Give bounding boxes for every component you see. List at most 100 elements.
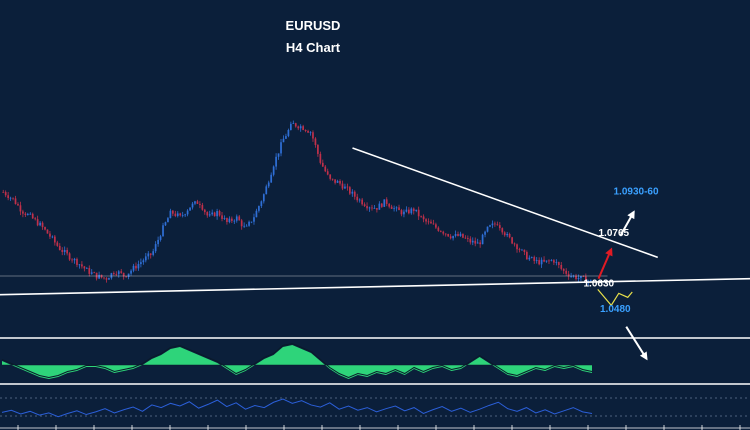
candle-body xyxy=(464,237,467,239)
candle-body xyxy=(577,277,580,280)
bullish-breakout xyxy=(597,247,613,280)
bearish-zigzag xyxy=(597,288,633,307)
candle-body xyxy=(506,233,509,236)
candle-body xyxy=(427,221,430,223)
candle-body xyxy=(90,272,93,274)
candle-body xyxy=(415,209,418,212)
candle-body xyxy=(63,249,66,252)
candle-body xyxy=(140,262,142,265)
candle-body xyxy=(191,203,194,208)
candle-body xyxy=(189,207,191,211)
candle-body xyxy=(420,216,423,218)
candle-body xyxy=(122,272,125,277)
candle-body xyxy=(144,256,147,261)
candle-body xyxy=(395,207,398,209)
candle-body xyxy=(260,201,263,207)
candle-body xyxy=(218,211,221,216)
candle-body xyxy=(4,192,7,196)
candle-body xyxy=(371,207,373,209)
candle-body xyxy=(331,178,334,180)
candle-body xyxy=(383,199,386,207)
candle-body xyxy=(297,126,300,129)
candle-body xyxy=(501,228,504,233)
candle-body xyxy=(435,224,437,228)
candle-body xyxy=(34,218,37,220)
candle-body xyxy=(199,203,201,205)
candle-body xyxy=(228,218,231,223)
candle-body xyxy=(373,208,376,209)
candle-body xyxy=(407,209,410,214)
candle-body xyxy=(321,162,324,167)
level-label-target-high: 1.0930-60 xyxy=(614,187,659,198)
target-high-arrow xyxy=(619,210,635,237)
candle-body xyxy=(39,222,41,226)
candle-body xyxy=(9,197,12,199)
levels-layer: 1.0930-60 1.0765 1.0630 1.0480 xyxy=(584,187,659,315)
chart-subtitle: H4 Chart xyxy=(286,40,341,55)
candle-body xyxy=(272,166,275,175)
candle-body xyxy=(73,258,76,261)
candle-body xyxy=(474,240,477,244)
candle-body xyxy=(194,201,196,204)
candle-body xyxy=(93,272,96,274)
candle-body xyxy=(71,259,73,261)
candle-body xyxy=(476,242,479,244)
candle-body xyxy=(380,203,383,207)
candle-body xyxy=(385,199,388,204)
candle-body xyxy=(181,215,184,217)
candle-body xyxy=(41,222,44,228)
candle-body xyxy=(314,138,317,145)
candle-body xyxy=(253,217,255,222)
candle-body xyxy=(230,218,233,221)
candle-body xyxy=(154,244,157,252)
candle-body xyxy=(336,180,339,183)
candle-body xyxy=(304,129,307,132)
candle-body xyxy=(351,191,354,194)
candle-body xyxy=(265,186,268,195)
candle-body xyxy=(494,223,496,225)
candle-body xyxy=(376,208,378,210)
candle-body xyxy=(46,229,49,234)
candle-body xyxy=(282,138,285,143)
candle-body xyxy=(245,225,248,227)
candle-body xyxy=(334,179,336,183)
candle-body xyxy=(344,186,346,189)
candle-body xyxy=(58,245,61,251)
candle-body xyxy=(19,205,22,212)
candle-body xyxy=(223,218,226,219)
candle-body xyxy=(108,278,110,280)
candle-body xyxy=(117,271,120,275)
candle-body xyxy=(186,210,189,215)
candle-body xyxy=(508,233,511,238)
candle-body xyxy=(115,274,118,275)
candle-body xyxy=(388,203,391,207)
candle-body xyxy=(2,192,5,193)
candle-body xyxy=(584,276,587,283)
candle-body xyxy=(575,275,577,280)
candle-body xyxy=(226,218,228,223)
candle-body xyxy=(358,199,361,201)
candle-body xyxy=(410,208,413,214)
candle-body xyxy=(390,206,393,209)
candle-body xyxy=(176,213,179,216)
candle-body xyxy=(81,264,83,267)
candle-body xyxy=(7,195,10,198)
candle-body xyxy=(29,213,32,215)
candle-body xyxy=(95,272,98,279)
candle-body xyxy=(287,129,290,137)
candle-body xyxy=(457,234,459,236)
candle-body xyxy=(53,236,56,243)
candle-body xyxy=(412,208,415,212)
candle-body xyxy=(469,238,472,243)
candle-body xyxy=(110,273,113,279)
candle-body xyxy=(444,233,447,235)
candle-body xyxy=(24,213,27,215)
candle-body xyxy=(324,166,327,172)
candle-body xyxy=(130,270,132,274)
candle-body xyxy=(417,209,420,217)
candle-body xyxy=(83,266,86,269)
candle-body xyxy=(498,225,501,229)
candle-body xyxy=(137,264,140,269)
candle-body xyxy=(56,242,59,246)
candle-body xyxy=(405,209,408,212)
